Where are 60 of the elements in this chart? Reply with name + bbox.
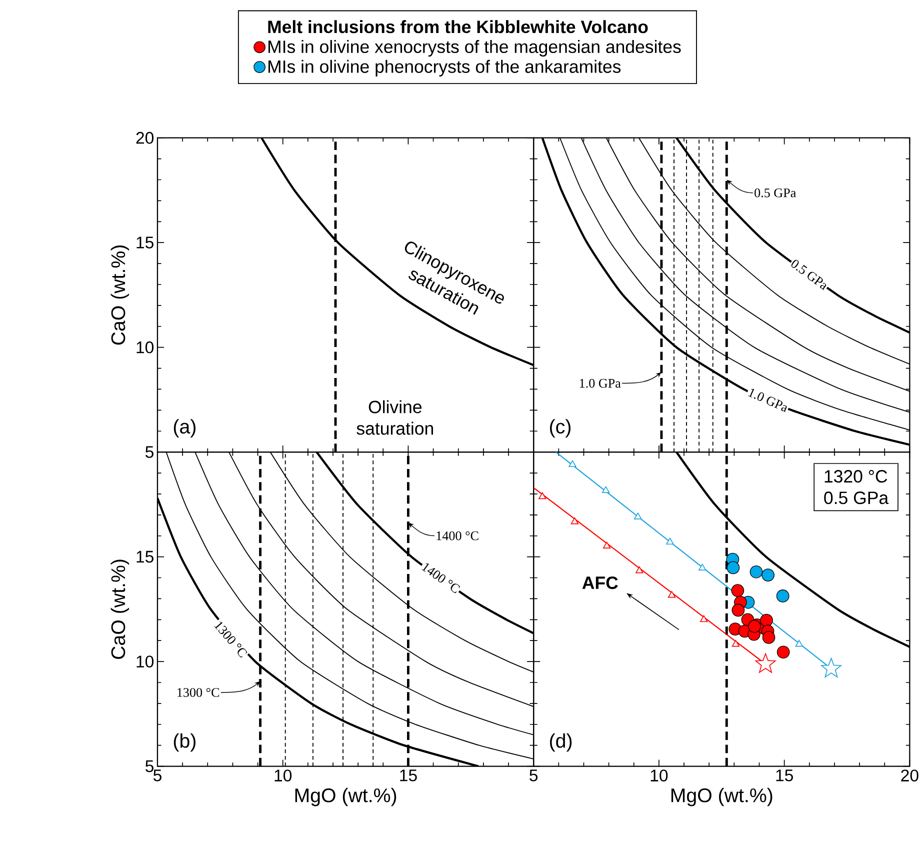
point xyxy=(776,646,790,658)
y-tick-label: 20 xyxy=(136,132,154,144)
point xyxy=(755,653,776,673)
legend-label: MIs in olivine phenocrysts of the ankaramites xyxy=(268,60,621,76)
annotation: (d) xyxy=(550,733,572,752)
point xyxy=(750,565,763,578)
annotation: 0.5 GPa xyxy=(824,491,889,504)
x-axis-title: MgO (wt.%) xyxy=(295,788,396,806)
point xyxy=(776,589,790,602)
point xyxy=(726,561,740,574)
point xyxy=(668,590,676,598)
point xyxy=(634,512,642,520)
x-tick-label: 15 xyxy=(400,769,417,782)
annotation: (c) xyxy=(550,419,570,438)
annotation: 1.0 GPa xyxy=(748,388,787,412)
point xyxy=(731,584,744,597)
point xyxy=(795,640,803,647)
point xyxy=(732,640,740,647)
y-axis-title: CaO (wt.%) xyxy=(110,560,130,659)
point xyxy=(760,614,773,627)
annotation: 0.5 GPa xyxy=(754,188,796,198)
x-tick-label: 5 xyxy=(530,769,538,782)
x-axis-title: MgO (wt.%) xyxy=(671,788,772,806)
y-tick-label: 15 xyxy=(136,550,154,563)
annotation: Olivine saturation xyxy=(356,400,433,435)
point xyxy=(762,568,774,582)
point xyxy=(568,460,576,467)
point xyxy=(602,486,610,493)
annotation: 1300 °C xyxy=(178,688,220,697)
annotation: 1400 °C xyxy=(422,563,460,594)
point xyxy=(570,517,579,524)
annotation: 1.0 GPa xyxy=(580,378,621,388)
annotation: (b) xyxy=(174,733,196,752)
point xyxy=(748,620,761,633)
legend-label: MIs in olivine xenocrysts of the magensian andesites xyxy=(268,40,681,56)
x-tick-label: 15 xyxy=(776,769,793,782)
annotation: (a) xyxy=(174,419,196,438)
point xyxy=(636,566,644,574)
point xyxy=(602,542,611,548)
point xyxy=(666,538,674,544)
annotation: 1320 °C xyxy=(824,470,888,483)
legend-title: Melt inclusions from the Kibblewhite Volcano xyxy=(268,20,648,34)
y-tick-label: 5 xyxy=(145,760,154,772)
point xyxy=(732,604,745,617)
y-tick-label: 5 xyxy=(145,446,154,458)
y-axis-title: CaO (wt.%) xyxy=(110,245,130,345)
x-tick-label: 10 xyxy=(274,769,292,782)
x-tick-label: 20 xyxy=(901,769,918,782)
point xyxy=(820,658,842,678)
annotation: AFC xyxy=(582,576,618,589)
point xyxy=(762,630,776,644)
y-tick-label: 15 xyxy=(136,236,154,248)
y-tick-label: 10 xyxy=(136,655,154,668)
y-tick-label: 10 xyxy=(136,341,154,354)
x-tick-label: 10 xyxy=(650,769,668,782)
point xyxy=(538,492,546,499)
annotation: 1400 °C xyxy=(436,531,478,540)
point xyxy=(698,564,706,570)
annotation: 0.5 GPa xyxy=(791,260,826,290)
point xyxy=(700,615,708,622)
